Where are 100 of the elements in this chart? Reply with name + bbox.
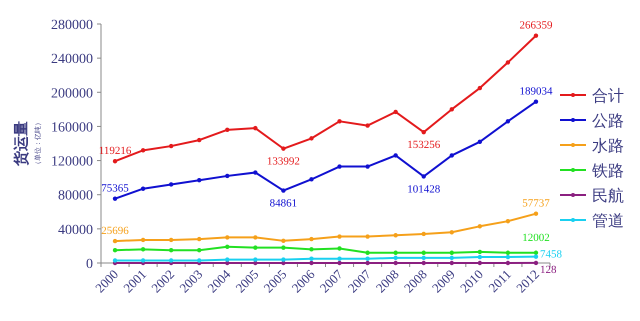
point [393,250,398,255]
y-tick-label: 0 [86,257,93,272]
point [450,260,454,266]
point [365,164,370,169]
point [309,247,314,252]
y-tick-label: 280000 [51,18,93,33]
point [365,250,370,255]
point [253,126,258,130]
point [140,247,146,252]
point [393,260,398,266]
point [365,260,370,266]
point [112,248,118,252]
point [337,256,342,261]
point [225,235,230,240]
point [168,248,174,252]
point [281,245,286,250]
point [534,250,538,255]
point [450,153,454,158]
point [365,123,370,128]
point [337,260,342,266]
point [112,196,118,201]
point [365,234,370,239]
point [422,232,426,236]
point [281,188,286,193]
point [225,244,230,249]
point [309,177,314,182]
point [225,174,230,178]
point [506,60,510,65]
point [393,110,398,114]
data-label: 266359 [519,20,553,32]
point [534,99,538,104]
point [337,234,342,239]
point [253,170,258,175]
y-tick-label: 240000 [51,52,93,68]
point [253,235,258,240]
point [450,107,454,112]
point [422,174,426,179]
point [197,236,202,242]
point [506,250,510,255]
point [393,153,398,158]
data-label: 25696 [101,225,130,238]
point [309,260,314,266]
point [478,250,482,254]
point [309,136,314,141]
point [393,233,398,238]
point [168,144,174,148]
legend-label: 水路 [592,136,624,155]
legend-label: 管道 [592,211,624,230]
point [450,250,454,255]
point [534,260,538,266]
point [422,260,426,266]
legend-label: 民航 [592,186,624,205]
point [140,238,146,242]
y-tick-label: 40000 [58,222,93,238]
point [422,250,426,255]
point [112,258,118,263]
point [309,236,314,242]
point [197,178,202,182]
point [506,119,510,124]
point [112,159,118,164]
x-tick-label: 2011 [485,266,514,296]
point [140,258,146,263]
point [506,260,510,266]
y-tick-label: 200000 [51,86,93,102]
point [393,256,398,260]
point [534,254,538,259]
data-label: 84861 [270,198,298,210]
data-label: 57737 [522,198,550,210]
data-label: 75365 [101,182,130,195]
data-label: 7458 [540,248,562,261]
point [281,146,286,151]
point [337,246,342,251]
point [197,138,202,142]
point [365,256,370,261]
point [225,257,230,262]
point [506,218,510,224]
point [337,164,342,169]
point [422,130,426,134]
point [534,33,538,38]
point [478,86,482,90]
data-label: 12002 [522,232,550,244]
point [112,238,118,244]
data-label: 119216 [98,145,132,158]
point [506,254,510,260]
point [478,224,482,228]
data-label: 189034 [519,86,553,98]
point [168,238,174,242]
y-tick-label: 120000 [51,154,93,170]
point [281,257,286,262]
point [140,186,146,191]
point [450,230,454,234]
point [168,258,174,263]
legend-label: 合计 [592,86,624,105]
point [422,256,426,260]
data-label: 128 [540,264,557,276]
point [478,140,482,144]
legend-label: 公路 [592,111,624,130]
legend-label: 铁路 [591,161,624,180]
point [450,256,454,260]
point [337,119,342,124]
